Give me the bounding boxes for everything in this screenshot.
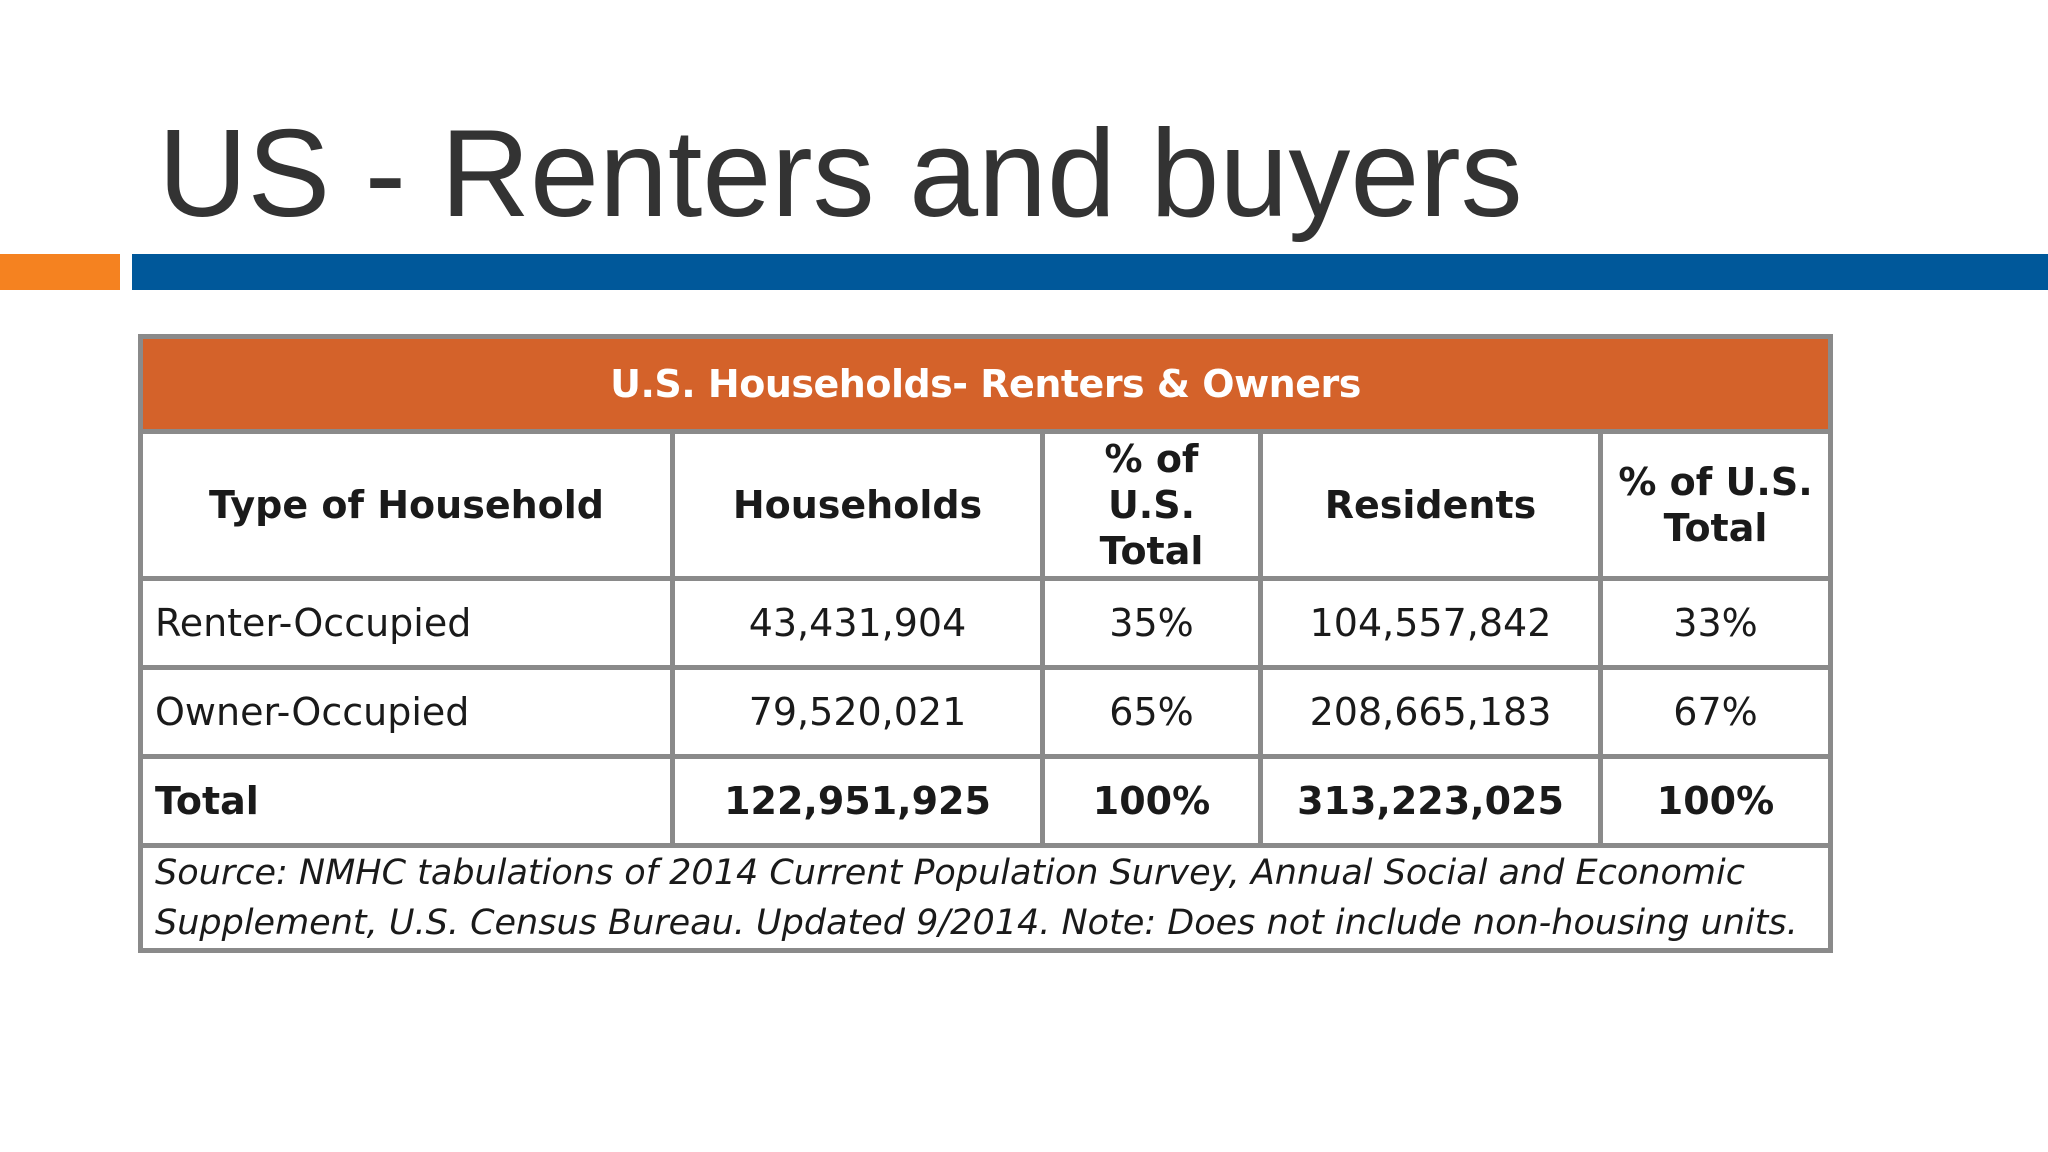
slide-title: US - Renters and buyers [158, 105, 1523, 243]
column-header-residents-pct: % of U.S. Total [1598, 429, 1833, 581]
column-header-residents: Residents [1258, 429, 1603, 581]
source-note: Source: NMHC tabulations of 2014 Current… [138, 843, 1833, 953]
table-header-row: Type of Household Households % of U.S. T… [138, 429, 1833, 581]
cell-households: 79,520,021 [670, 665, 1045, 759]
column-header-households: Households [670, 429, 1045, 581]
table-row: Renter-Occupied 43,431,904 35% 104,557,8… [138, 576, 1833, 670]
column-header-type: Type of Household [138, 429, 675, 581]
cell-residents: 104,557,842 [1258, 576, 1603, 670]
accent-bar-orange [0, 254, 120, 290]
total-households-pct: 100% [1040, 754, 1263, 848]
accent-bar-blue [132, 254, 2048, 290]
total-label: Total [138, 754, 675, 848]
households-table: U.S. Households- Renters & Owners Type o… [138, 334, 1833, 953]
column-header-households-pct: % of U.S. Total [1040, 429, 1263, 581]
total-residents-pct: 100% [1598, 754, 1833, 848]
cell-households-pct: 35% [1040, 576, 1263, 670]
cell-type: Owner-Occupied [138, 665, 675, 759]
total-residents: 313,223,025 [1258, 754, 1603, 848]
table-total-row: Total 122,951,925 100% 313,223,025 100% [138, 754, 1833, 848]
cell-households-pct: 65% [1040, 665, 1263, 759]
total-households: 122,951,925 [670, 754, 1045, 848]
cell-type: Renter-Occupied [138, 576, 675, 670]
cell-residents-pct: 33% [1598, 576, 1833, 670]
table-caption: U.S. Households- Renters & Owners [138, 334, 1833, 434]
cell-residents: 208,665,183 [1258, 665, 1603, 759]
table-source-row: Source: NMHC tabulations of 2014 Current… [138, 843, 1833, 953]
households-table-container: U.S. Households- Renters & Owners Type o… [138, 334, 1833, 953]
cell-residents-pct: 67% [1598, 665, 1833, 759]
cell-households: 43,431,904 [670, 576, 1045, 670]
table-row: Owner-Occupied 79,520,021 65% 208,665,18… [138, 665, 1833, 759]
table-caption-row: U.S. Households- Renters & Owners [138, 334, 1833, 434]
